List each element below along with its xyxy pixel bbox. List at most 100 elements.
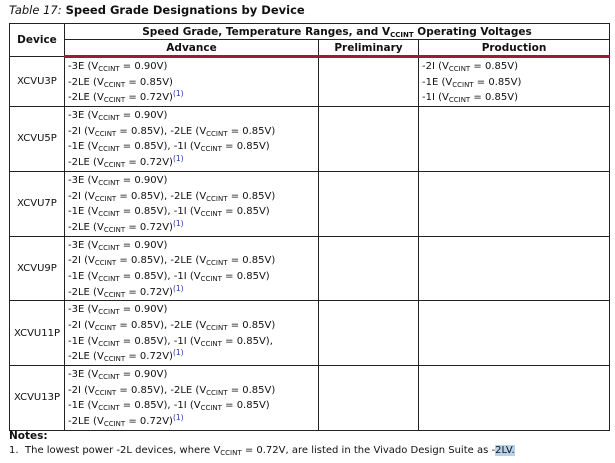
grade: -2I <box>68 255 81 267</box>
grade-line: -2I (VCCINT = 0.85V), -2LE (VCCINT = 0.8… <box>68 384 276 397</box>
voltage: 0.85V <box>134 206 164 218</box>
grade-line: -3E (VCCINT = 0.90V) <box>68 304 168 317</box>
vccint-label: V <box>91 400 99 412</box>
voltage: 0.85V <box>130 255 161 267</box>
grade-line: -2LE (VCCINT = 0.72V)(1) <box>68 154 184 170</box>
vccint-label: V <box>91 335 99 347</box>
grade: -2LE <box>170 384 193 396</box>
grade: -1I <box>173 206 187 218</box>
footnote-ref[interactable]: (1) <box>172 348 184 358</box>
voltage: 0.72V <box>139 221 170 233</box>
grade: -2LE <box>68 76 90 88</box>
vccint-label: V <box>91 369 99 381</box>
vccint-sub: CCINT <box>98 339 120 348</box>
voltage: 0.85V <box>130 320 161 331</box>
vccint-label: V <box>91 61 99 72</box>
voltage: 0.90V <box>134 239 164 251</box>
grade-line: -1E (VCCINT = 0.85V), -1I (VCCINT = 0.85… <box>68 270 270 283</box>
vccint-sub: CCINT <box>200 339 222 348</box>
grade-line: -2LE (VCCINT = 0.72V)(1) <box>68 283 184 299</box>
voltage: 0.85V <box>242 255 272 267</box>
grade: -1E <box>68 270 85 282</box>
production-cell <box>418 170 610 237</box>
voltage: 0.85V <box>236 400 266 412</box>
grade: -2LE <box>170 190 193 202</box>
table-title: Speed Grade Designations by Device <box>65 3 305 17</box>
voltage: 0.90V <box>134 369 164 381</box>
preliminary-cell <box>318 170 419 237</box>
voltage: 0.85V <box>242 384 272 396</box>
voltage: 0.85V <box>134 270 164 282</box>
vccint-sub: CCINT <box>206 388 228 397</box>
footnote-ref[interactable]: (1) <box>172 413 184 423</box>
advance-cell: -3E (VCCINT = 0.90V) -2I (VCCINT = 0.85V)… <box>64 106 319 172</box>
vccint-sub: CCINT <box>103 290 126 299</box>
vccint-label: V <box>91 239 99 251</box>
device-name: XCVU5P <box>9 106 65 172</box>
footnote-ref[interactable]: (1) <box>172 283 184 293</box>
grade: -2LE <box>170 125 193 137</box>
grade: -2LE <box>68 157 90 169</box>
grade: -1E <box>68 400 85 412</box>
voltage: 0.90V <box>134 304 164 316</box>
grade-line: -2I (VCCINT = 0.85V), -2LE (VCCINT = 0.8… <box>68 255 276 268</box>
preliminary-cell <box>318 365 419 431</box>
vccint-label: V <box>199 125 207 137</box>
voltage: 0.90V <box>134 61 164 72</box>
preliminary-cell <box>318 55 419 108</box>
vccint-sub: CCINT <box>98 243 120 252</box>
footnote-ref[interactable]: (1) <box>172 218 184 228</box>
voltage: 0.85V <box>134 141 164 153</box>
note-1: 1. The lowest power -2L devices, where VC… <box>9 445 515 457</box>
preliminary-cell <box>318 300 419 367</box>
grade: -1I <box>173 270 187 282</box>
voltage: 0.85V <box>484 61 515 72</box>
vccint-label: V <box>96 76 104 88</box>
vccint-label: V <box>88 190 95 202</box>
grade: -3E <box>68 61 85 72</box>
grade: -2LE <box>170 320 193 331</box>
footnote-ref[interactable]: (1) <box>172 154 184 164</box>
vccint-sub: CCINT <box>103 355 126 364</box>
grade-line: -3E (VCCINT = 0.90V) <box>68 110 168 123</box>
vccint-sub: CCINT <box>103 80 126 89</box>
grade-line: -1E (VCCINT = 0.85V), -1I (VCCINT = 0.85… <box>68 400 270 413</box>
grade-line: -3E (VCCINT = 0.90V) <box>68 61 168 73</box>
header-advance: Advance <box>64 39 319 58</box>
grade-line: -1E (VCCINT = 0.85V), -1I (VCCINT = 0.85… <box>68 335 273 348</box>
vccint-sub: CCINT <box>98 210 120 219</box>
footnote-ref[interactable]: (1) <box>172 89 184 99</box>
voltage: 0.85V <box>236 141 266 153</box>
voltage: 0.85V <box>134 400 164 412</box>
grade: -1I <box>173 141 187 153</box>
grade: -3E <box>68 110 85 122</box>
vccint-label: V <box>96 157 104 169</box>
vccint-label: V <box>91 270 99 282</box>
notes: Notes: 1. The lowest power -2L devices, w… <box>9 430 515 457</box>
vccint-label: V <box>96 92 104 104</box>
table-row: XCVU9P -3E (VCCINT = 0.90V) -2I (VCCINT = … <box>9 235 610 302</box>
vccint-sub: CCINT <box>94 194 117 203</box>
vccint-label: V <box>96 416 104 428</box>
vccint-sub: CCINT <box>94 259 117 268</box>
grade-line: -1E (VCCINT = 0.85V) <box>422 76 522 89</box>
grade: -2LE <box>68 351 90 363</box>
preliminary-cell <box>318 235 419 302</box>
grade: -1I <box>422 92 435 104</box>
voltage: 0.72V <box>139 351 170 363</box>
header-device: Device <box>9 23 65 57</box>
vccint-sub: CCINT <box>206 259 228 268</box>
vccint-sub: CCINT <box>448 65 471 73</box>
vccint-sub: CCINT <box>98 145 120 154</box>
table-number: Table 17: <box>9 3 62 17</box>
grade-line: -2I (VCCINT = 0.85V), -2LE (VCCINT = 0.8… <box>68 125 276 138</box>
device-name: XCVU13P <box>9 365 65 431</box>
grade: -2LE <box>68 286 90 298</box>
production-cell <box>418 106 610 172</box>
vccint-label: V <box>91 110 99 122</box>
grade: -2LE <box>68 416 90 428</box>
voltage: 0.85V <box>139 76 170 88</box>
vccint-sub: CCINT <box>452 80 474 89</box>
vccint-label: V <box>442 92 449 104</box>
voltage: 0.85V <box>236 335 266 347</box>
